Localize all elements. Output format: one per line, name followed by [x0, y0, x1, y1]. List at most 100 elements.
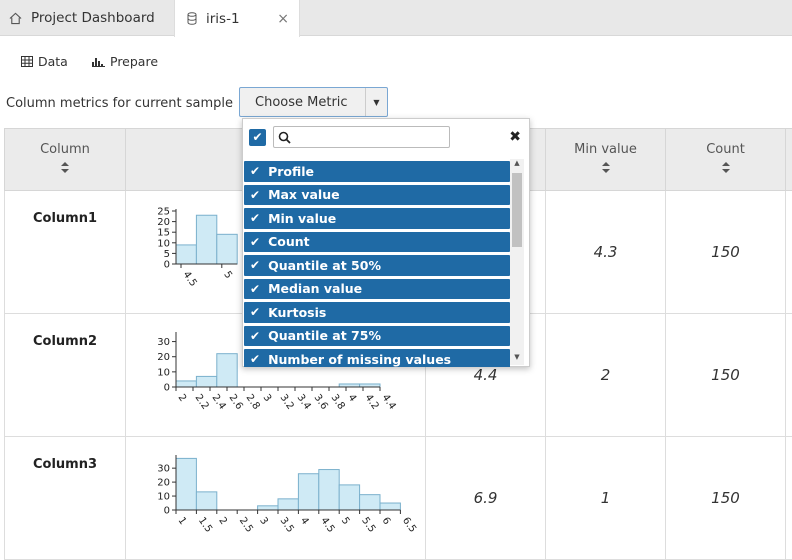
tab-bar: Project Dashboard iris-1 ×	[0, 0, 792, 36]
column-name: Column3	[5, 437, 126, 560]
extra-cell	[786, 437, 792, 560]
metric-option[interactable]: ✔Min value	[244, 208, 510, 229]
bar-chart-icon	[92, 56, 105, 67]
option-label: Kurtosis	[268, 305, 326, 320]
x-tick-label: 2.4	[210, 392, 228, 411]
x-tick-label: 2.5	[237, 515, 255, 534]
option-label: Median value	[268, 281, 362, 296]
dataset-icon	[187, 12, 197, 25]
histogram-bar	[196, 215, 216, 264]
y-tick-label: 15	[157, 228, 170, 239]
scrollbar-thumb[interactable]	[512, 173, 522, 247]
dropdown-scrollbar[interactable]: ▲ ▼	[510, 159, 524, 365]
prepare-label: Prepare	[110, 54, 158, 69]
x-tick-label: 4	[346, 392, 359, 404]
check-icon: ✔	[250, 211, 260, 225]
x-tick-label: 2.2	[193, 392, 211, 411]
x-tick-label: 2.6	[227, 392, 245, 411]
chevron-down-icon[interactable]: ▼	[365, 88, 387, 116]
x-tick-label: 5	[221, 269, 234, 281]
header-min-value[interactable]: Min value	[546, 129, 666, 191]
metric-search-input[interactable]	[273, 126, 450, 148]
option-label: Count	[268, 234, 310, 249]
header-label: Count	[706, 142, 745, 157]
check-icon: ✔	[250, 282, 260, 296]
header-extra	[786, 129, 792, 191]
x-tick-label: 4.4	[380, 392, 398, 411]
select-all-checkbox[interactable]: ✔	[249, 129, 266, 146]
min-value: 4.3	[546, 191, 666, 314]
option-label: Max value	[268, 187, 340, 202]
sort-icon[interactable]	[721, 161, 731, 174]
check-icon: ✔	[250, 164, 260, 178]
histogram-bar	[380, 503, 400, 510]
column-metrics-label: Column metrics for current sample	[6, 96, 233, 111]
x-tick-label: 6	[380, 515, 393, 527]
search-icon	[278, 131, 291, 144]
count-value: 150	[666, 191, 786, 314]
check-icon: ✔	[250, 188, 260, 202]
metric-option[interactable]: ✔Profile	[244, 161, 510, 182]
check-icon: ✔	[250, 235, 260, 249]
metric-option[interactable]: ✔ Count	[244, 232, 510, 253]
scroll-down-icon[interactable]: ▼	[510, 353, 524, 365]
close-icon[interactable]: ✖	[509, 129, 521, 145]
scroll-up-icon[interactable]: ▲	[510, 159, 524, 171]
metric-options-list: ✔Profile✔Max value✔Min value✔Count✔Quant…	[244, 161, 510, 367]
metric-option[interactable]: ✔ Kurtosis	[244, 302, 510, 323]
tab-project-dashboard[interactable]: Project Dashboard	[0, 0, 170, 36]
check-icon: ✔	[250, 329, 260, 343]
histogram-bar	[319, 470, 339, 510]
extra-cell	[786, 191, 792, 314]
metric-option[interactable]: ✔ Max value	[244, 185, 510, 206]
histogram-bar	[176, 245, 196, 264]
max-value: 6.9	[426, 437, 546, 560]
histogram-bar	[339, 485, 359, 510]
header-label: Min value	[574, 142, 637, 157]
histogram-bar	[298, 474, 318, 510]
y-tick-label: 10	[157, 367, 170, 378]
close-icon[interactable]: ×	[277, 11, 289, 27]
option-label: Quantile at 75%	[268, 328, 381, 343]
metric-dropdown: ✔ ✖ ✔Profile✔Max value✔Min value✔Count✔Q…	[242, 118, 530, 367]
y-tick-label: 20	[157, 478, 170, 489]
x-tick-label: 1.5	[196, 515, 214, 534]
x-tick-label: 5	[339, 515, 352, 527]
x-tick-label: 3.8	[329, 392, 347, 411]
data-button[interactable]: Data	[21, 54, 68, 69]
x-tick-label: 5.5	[359, 515, 377, 534]
x-tick-label: 2.8	[244, 392, 262, 411]
extra-cell	[786, 314, 792, 437]
sort-icon[interactable]	[601, 161, 611, 174]
choose-metric-select[interactable]: Choose Metric ▼	[239, 87, 388, 117]
y-tick-label: 0	[164, 260, 170, 271]
prepare-button[interactable]: Prepare	[92, 54, 158, 69]
x-tick-label: 4.2	[363, 392, 381, 411]
metric-option[interactable]: ✔Number of missing values	[244, 349, 510, 367]
tab-iris-1[interactable]: iris-1 ×	[174, 0, 300, 37]
y-tick-label: 30	[157, 464, 170, 475]
histogram-bar	[176, 381, 196, 387]
check-icon: ✔	[250, 305, 260, 319]
column-name: Column1	[5, 191, 126, 314]
x-tick-label: 4.5	[318, 515, 336, 534]
header-count[interactable]: Count	[666, 129, 786, 191]
x-tick-label: 4	[298, 515, 311, 527]
metric-option[interactable]: ✔Quantile at 50%	[244, 255, 510, 276]
sort-icon[interactable]	[60, 161, 70, 174]
option-label: Number of missing values	[268, 352, 451, 367]
header-column[interactable]: Column	[5, 129, 126, 191]
x-tick-label: 2	[216, 515, 229, 527]
min-value: 1	[546, 437, 666, 560]
metric-option[interactable]: ✔ Quantile at 75%	[244, 326, 510, 347]
x-tick-label: 3.4	[295, 392, 313, 411]
x-tick-label: 3	[257, 515, 270, 527]
count-value: 150	[666, 437, 786, 560]
histogram-bar	[278, 499, 298, 510]
x-tick-label: 2	[176, 392, 189, 404]
metric-option[interactable]: ✔ Median value	[244, 279, 510, 300]
table-icon	[21, 56, 33, 67]
